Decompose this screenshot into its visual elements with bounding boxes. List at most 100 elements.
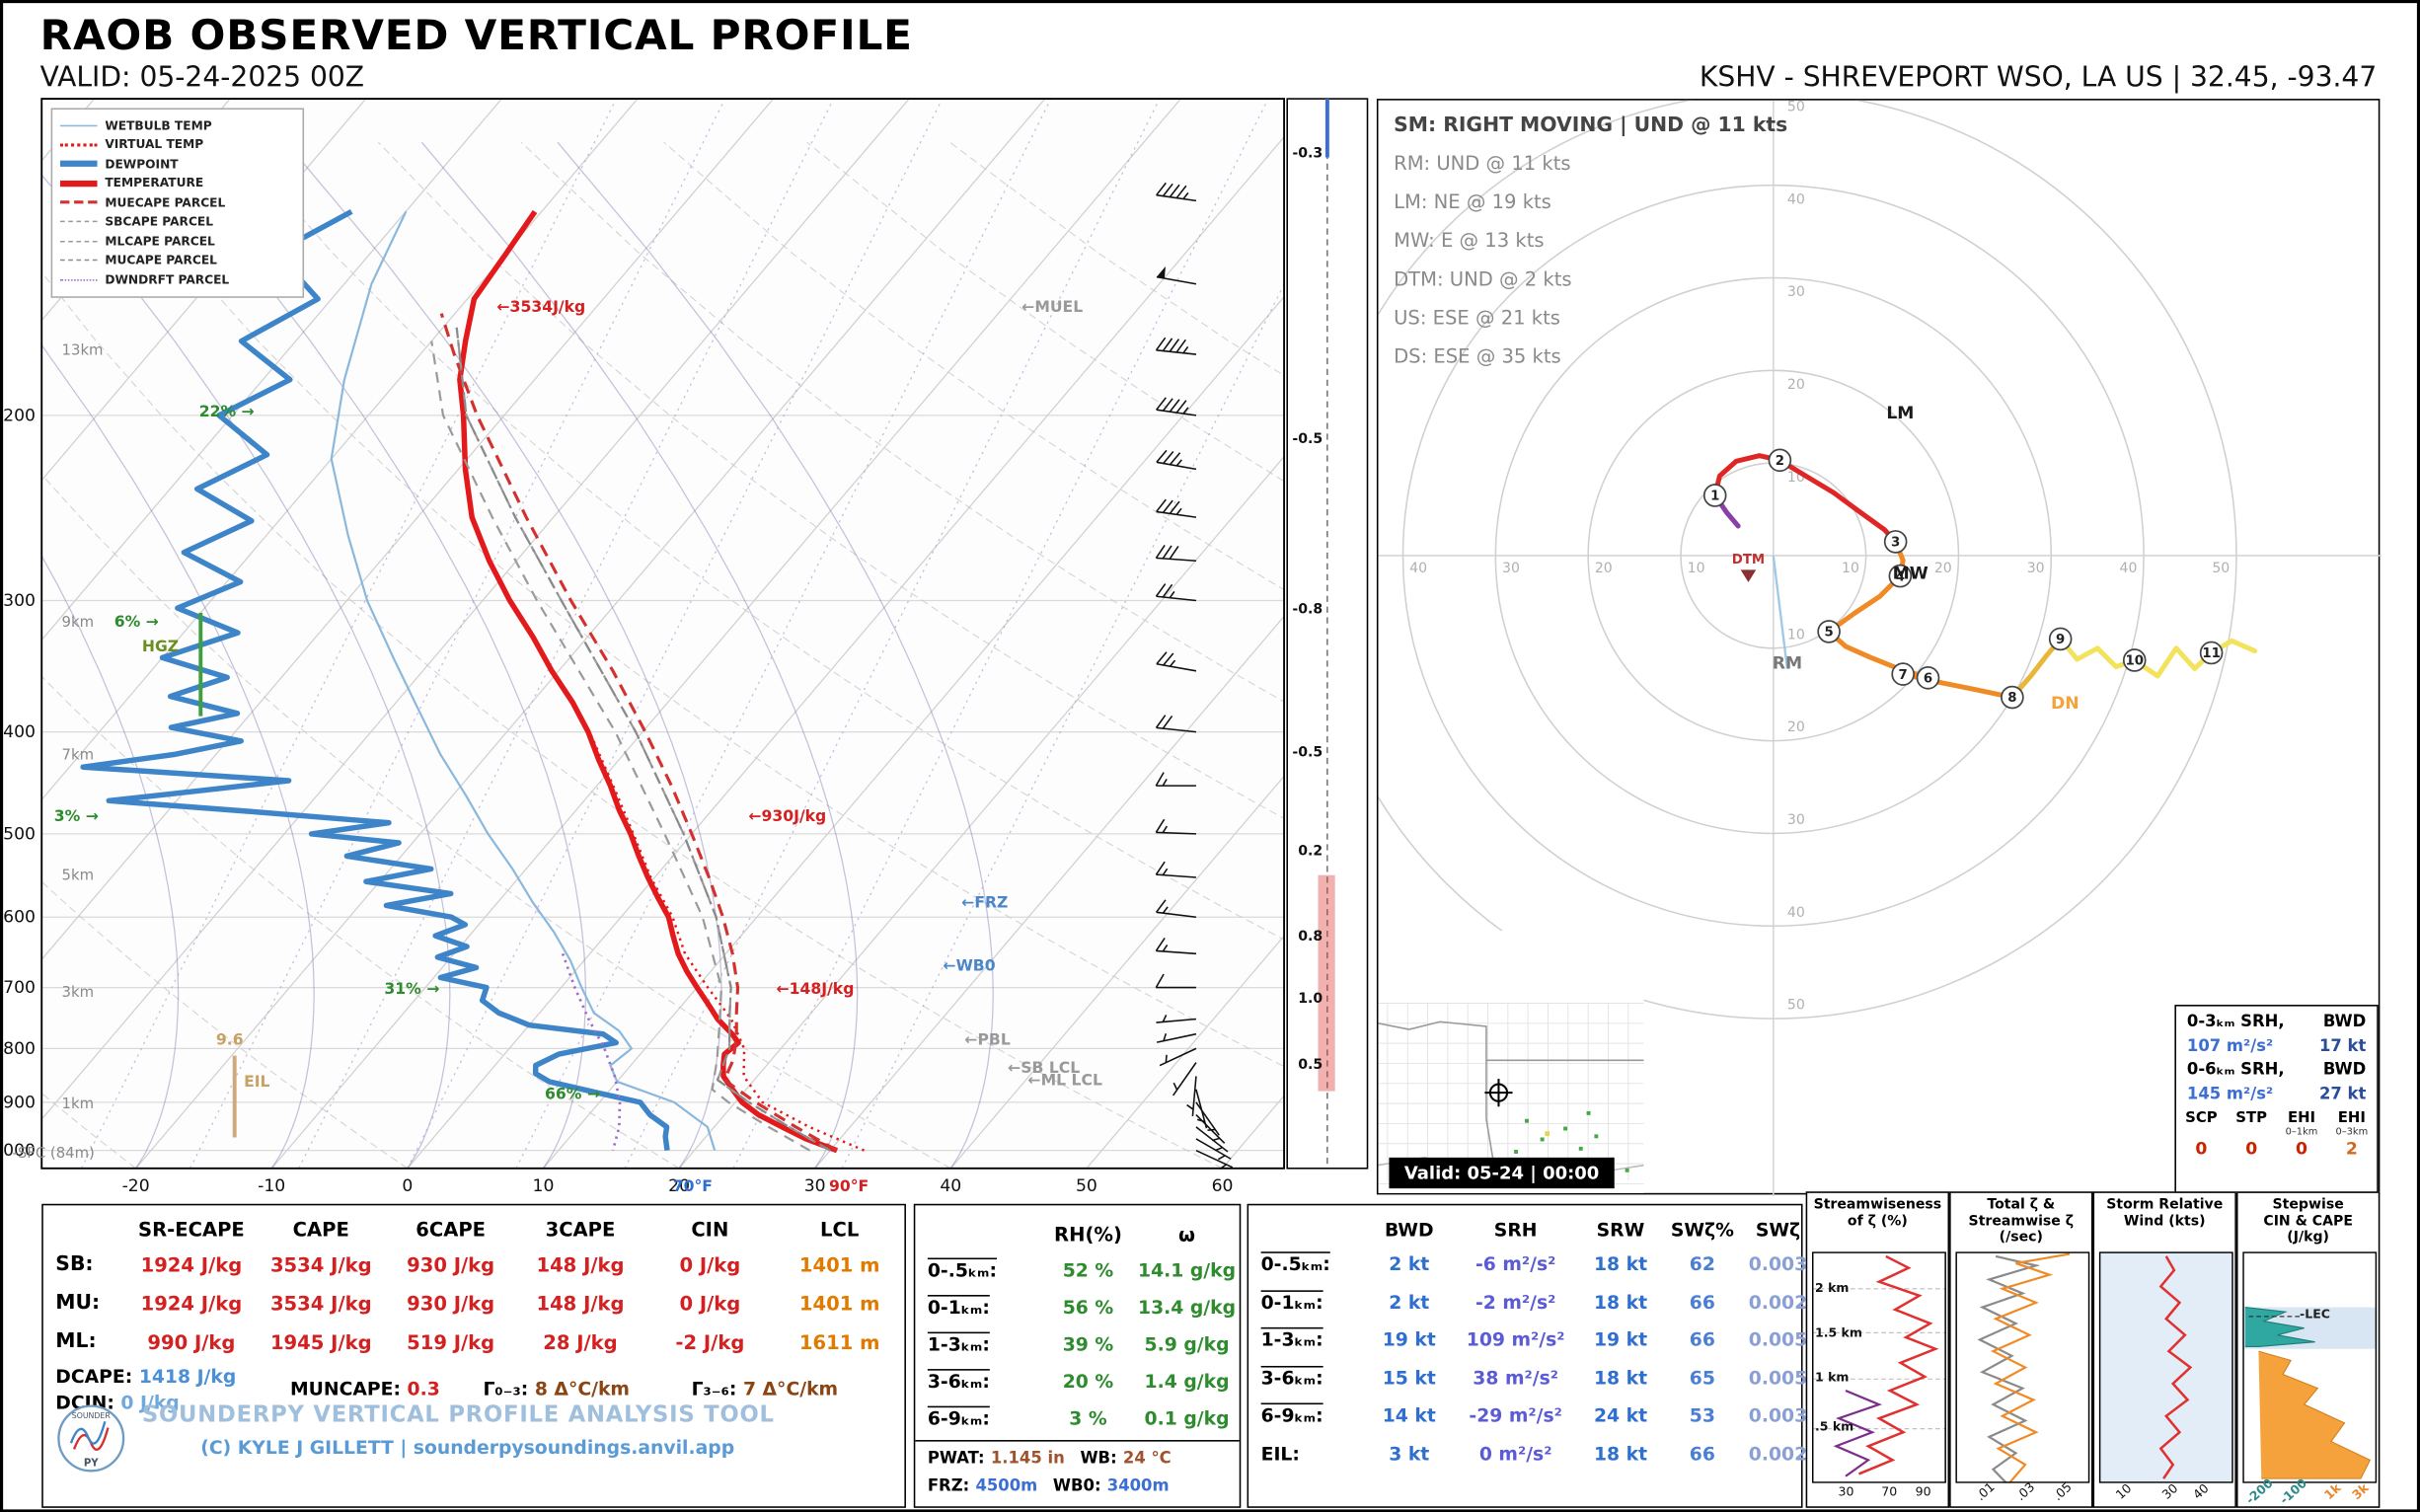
sm-main-line: SM: RIGHT MOVING | UND @ 11 kts [1394, 113, 1788, 138]
column-header: 6CAPE [416, 1217, 487, 1241]
station-info: KSHV - SHREVEPORT WSO, LA US | 32.45, -9… [1699, 61, 2378, 95]
wind-barb-full [1162, 583, 1173, 598]
legend-line-sample [59, 278, 98, 281]
swzeta-pct-value: 53 [1689, 1404, 1715, 1427]
height-marker [1702, 484, 1727, 507]
footer-copyright: (C) KYLE J GILLETT | sounderpysoundings.… [200, 1436, 735, 1459]
height-marker [1891, 662, 1915, 686]
sm-line: MW: E @ 13 kts [1394, 228, 1545, 252]
title-line: CIN & CAPE [2263, 1213, 2353, 1230]
cell: 930 J/kg [407, 1252, 495, 1277]
skewt-annotation: ←ML LCL [1027, 1070, 1101, 1089]
layer-label: 1-3ₖₘ: [1260, 1328, 1323, 1351]
wind-barb-half [1186, 1103, 1194, 1110]
title-line: Total ζ & [1987, 1197, 2056, 1214]
legend-line-sample [59, 124, 98, 126]
wind-barb-staff [1156, 949, 1196, 955]
motion-label-rm: RM [1773, 653, 1802, 673]
cell: -2 J/kg [675, 1329, 745, 1354]
lec-label: -LEC [2300, 1307, 2330, 1322]
wind-barb-half [1196, 1118, 1205, 1123]
skewt-border [40, 98, 1286, 1170]
sounderpy-logo: SOUNDER PY [57, 1404, 125, 1473]
dcape-value: 1418 J/kg [138, 1365, 237, 1388]
ehi-sub: 0–1km [2285, 1126, 2318, 1138]
height-label: 3km [62, 983, 94, 1001]
scp-header: SCP [2185, 1109, 2218, 1127]
wind-barb-full [1162, 398, 1173, 412]
omega-value-label: 0.8 [1298, 929, 1323, 945]
legend-line-sample [59, 161, 98, 168]
thermodynamics-table: SR-ECAPE CAPE 6CAPE 3CAPE CIN LCL SB: 19… [41, 1203, 906, 1508]
swzeta-value: 0.005 [1748, 1328, 1808, 1351]
swzeta-value: 0.003 [1748, 1404, 1808, 1427]
legend-item: DWNDRFT PARCEL [59, 270, 295, 290]
footer-title: SOUNDERPY VERTICAL PROFILE ANALYSIS TOOL [141, 1402, 775, 1428]
bwd-label: BWD [2322, 1060, 2367, 1080]
ring-label: 20 [1934, 561, 1952, 576]
height-label: 5km [62, 866, 94, 883]
lr36-label: Γ₃₋₆: [691, 1378, 737, 1400]
dry-adiabat-line [41, 473, 951, 1169]
ring-label: 50 [1787, 101, 1805, 115]
skewt-annotation: 6% → [114, 612, 159, 631]
wind-barb-full [1156, 651, 1168, 665]
moist-adiabat-line [420, 141, 859, 1169]
isotherm-line [407, 135, 1285, 1169]
thermo-header-row: SR-ECAPE CAPE 6CAPE 3CAPE CIN LCL [43, 1212, 905, 1246]
isotherm-line [41, 99, 639, 801]
omega-value-label: -0.5 [1292, 431, 1323, 447]
skewt-annotation: 22% → [199, 402, 255, 420]
layer-label: 3-6ₖₘ: [1260, 1367, 1323, 1390]
radar-echo [1625, 1168, 1629, 1172]
isotherm-line [542, 295, 1285, 1169]
pwat-label: PWAT: [927, 1449, 985, 1469]
legend-item: MUECAPE PARCEL [59, 192, 295, 212]
legend-label: DWNDRFT PARCEL [105, 272, 230, 287]
wind-barb-half [1212, 1137, 1221, 1142]
cell: 148 J/kg [536, 1291, 625, 1316]
wind-barb-full [1155, 337, 1167, 351]
map-valid-label: Valid: 05-24 | 00:00 [1404, 1164, 1599, 1184]
wb-label: WB: [1080, 1449, 1117, 1469]
hodo-ring [1401, 184, 2145, 928]
pressure-tick-label: 600 [3, 908, 36, 928]
skewt-annotation: ←PBL [964, 1030, 1010, 1049]
swzeta-value: 0.003 [1748, 1253, 1808, 1276]
layer-label: 0-.5ₖₘ: [927, 1259, 997, 1281]
srw-value: 18 kt [1593, 1442, 1648, 1465]
panel-title: Streamwiseness of ζ (%) [1807, 1193, 1947, 1248]
mixing-ratio-header: ω [1178, 1221, 1196, 1246]
bwd-0-3-value: 17 kt [2318, 1036, 2367, 1055]
surface-dewpoint-f-label: 70°F [673, 1176, 713, 1195]
pressure-tick-label: 500 [3, 824, 36, 844]
layer-label: 1-3ₖₘ: [927, 1333, 990, 1356]
cell: 28 J/kg [543, 1329, 618, 1354]
wind-barb-staff [1156, 726, 1197, 733]
wind-barb-half [1182, 191, 1189, 200]
wind-barb-staff [1195, 1126, 1229, 1153]
stp-header: STP [2235, 1109, 2268, 1127]
streamwiseness-plot [1811, 1251, 1946, 1483]
column-header: SRW [1596, 1219, 1645, 1242]
ehi-sub: 0–3km [2335, 1126, 2369, 1138]
wind-barb-half [1169, 590, 1175, 599]
srw-line [2158, 1255, 2193, 1479]
ring-label: 10 [1842, 561, 1859, 576]
dry-adiabat-line [663, 141, 1285, 591]
srw-value: 18 kt [1593, 1291, 1648, 1314]
isotherm-line [41, 99, 775, 961]
km-label: 2 km [1815, 1280, 1850, 1296]
motion-label-lm: LM [1886, 404, 1914, 423]
wind-barb-full [1155, 772, 1165, 787]
mixing-ratio-line [407, 99, 944, 1169]
layer-label: 0-1ₖₘ: [927, 1296, 990, 1319]
height-marker-label: 4 [1896, 569, 1905, 584]
wb0-value: 3400m [1106, 1476, 1170, 1496]
panel-title: Storm Relative Wind (kts) [2094, 1193, 2234, 1248]
omega-value-label: 0.5 [1298, 1057, 1323, 1073]
wind-barb-staff [1156, 911, 1197, 919]
x-tick: 10 [2113, 1480, 2135, 1502]
logo-top-text: SOUNDER [72, 1411, 112, 1420]
wind-barb-pennant [1156, 265, 1166, 279]
